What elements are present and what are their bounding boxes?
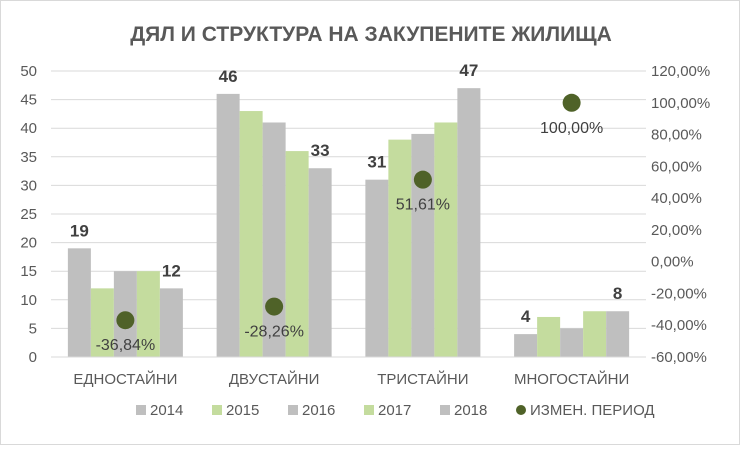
- bar-2014-2: [365, 179, 389, 357]
- y2-tick-label: 40,00%: [651, 190, 702, 207]
- bar-2015-0: [90, 288, 114, 357]
- data-label: 12: [162, 261, 181, 280]
- y2-tick-label: -20,00%: [651, 285, 707, 302]
- legend-label: 2015: [226, 402, 259, 419]
- y2-tick-label: 120,00%: [651, 63, 710, 80]
- data-label: 8: [613, 284, 622, 303]
- bar-2018-1: [308, 168, 332, 357]
- y-tick-label: 30: [20, 177, 37, 194]
- y-tick-label: 40: [20, 120, 37, 137]
- y-tick-label: 25: [20, 206, 37, 223]
- x-tick-label: ТРИСТАЙНИ: [377, 370, 468, 388]
- bar-2015-2: [388, 139, 412, 357]
- y2-tick-label: 80,00%: [651, 127, 702, 144]
- legend-label: 2016: [302, 402, 335, 419]
- y2-tick-label: -40,00%: [651, 317, 707, 334]
- change-point: [562, 93, 581, 112]
- bar-2014-0: [67, 248, 91, 357]
- y-tick-label: 0: [29, 349, 37, 366]
- y-tick-label: 15: [20, 263, 37, 280]
- data-label: 33: [311, 141, 330, 160]
- legend-swatch: [288, 405, 298, 415]
- x-tick-label: МНОГОСТАЙНИ: [514, 370, 629, 388]
- y-tick-label: 5: [29, 320, 37, 337]
- bar-2018-3: [606, 311, 630, 357]
- legend-label: 2014: [150, 402, 183, 419]
- y2-tick-label: 20,00%: [651, 222, 702, 239]
- change-label: -36,84%: [96, 337, 156, 354]
- y2-tick-label: 0,00%: [651, 254, 694, 271]
- data-label: 46: [219, 67, 238, 86]
- data-label: 4: [521, 307, 531, 326]
- y-tick-label: 20: [20, 235, 37, 252]
- bar-2016-3: [560, 328, 584, 357]
- bar-2017-1: [285, 151, 309, 357]
- change-label: 51,61%: [396, 197, 450, 214]
- y-tick-label: 10: [20, 292, 37, 309]
- change-point: [116, 311, 135, 330]
- y-tick-label: 50: [20, 63, 37, 80]
- legend-label: 2017: [378, 402, 411, 419]
- change-point: [413, 170, 432, 189]
- bar-2018-0: [159, 288, 183, 357]
- legend-swatch: [516, 405, 526, 415]
- legend-swatch: [364, 405, 374, 415]
- data-label: 47: [459, 61, 478, 80]
- bar-2015-1: [239, 111, 263, 357]
- legend-label: ИЗМЕН. ПЕРИОД: [530, 402, 655, 419]
- bar-2015-3: [537, 316, 561, 357]
- bar-2014-3: [514, 334, 538, 357]
- change-label: 100,00%: [540, 120, 603, 137]
- x-tick-label: ЕДНОСТАЙНИ: [73, 370, 177, 388]
- chart-title: ДЯЛ И СТРУКТУРА НА ЗАКУПЕНИТЕ ЖИЛИЩА: [130, 23, 612, 46]
- y-tick-label: 45: [20, 92, 37, 109]
- bar-2017-3: [583, 311, 607, 357]
- data-label: 19: [70, 221, 89, 240]
- legend-swatch: [136, 405, 146, 415]
- data-label: 31: [367, 153, 386, 172]
- bar-2014-1: [216, 93, 240, 357]
- y2-tick-label: 60,00%: [651, 158, 702, 175]
- bar-2016-1: [262, 122, 286, 357]
- y2-tick-label: 100,00%: [651, 95, 710, 112]
- change-point: [265, 297, 284, 316]
- legend-label: 2018: [454, 402, 487, 419]
- y-tick-label: 35: [20, 149, 37, 166]
- bar-2017-2: [434, 122, 458, 357]
- legend-swatch: [212, 405, 222, 415]
- bar-2018-2: [457, 88, 481, 357]
- change-label: -28,26%: [244, 324, 304, 341]
- x-tick-label: ДВУСТАЙНИ: [229, 370, 320, 388]
- bar-2017-0: [136, 271, 160, 357]
- legend-swatch: [440, 405, 450, 415]
- bar-2016-2: [411, 133, 435, 357]
- y2-tick-label: -60,00%: [651, 349, 707, 366]
